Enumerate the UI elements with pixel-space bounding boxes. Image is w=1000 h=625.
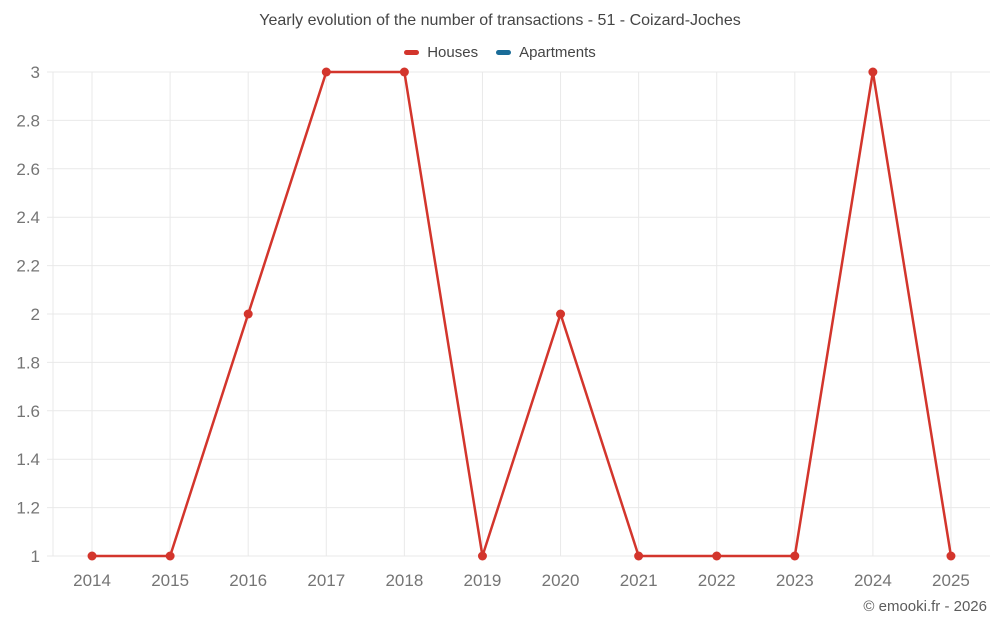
x-axis-tick-label: 2018: [385, 571, 423, 590]
y-axis-tick-label: 3: [31, 63, 40, 82]
y-axis-tick-label: 2.8: [16, 111, 40, 130]
data-point-houses-2021: [634, 551, 644, 561]
x-axis-tick-label: 2021: [620, 571, 658, 590]
x-axis-tick-label: 2020: [542, 571, 580, 590]
x-axis-tick-label: 2016: [229, 571, 267, 590]
data-point-houses-2015: [165, 551, 175, 561]
data-point-houses-2023: [790, 551, 800, 561]
data-point-houses-2024: [868, 67, 878, 77]
data-point-houses-2018: [399, 67, 409, 77]
y-axis-tick-label: 1.6: [16, 402, 40, 421]
y-axis-tick-label: 2.4: [16, 208, 40, 227]
x-axis-tick-label: 2023: [776, 571, 814, 590]
data-point-houses-2014: [87, 551, 97, 561]
legend: Houses Apartments: [0, 44, 1000, 61]
data-point-houses-2022: [712, 551, 722, 561]
legend-item-houses[interactable]: Houses: [404, 44, 478, 61]
y-axis-tick-label: 1.4: [16, 450, 40, 469]
x-axis-tick-label: 2022: [698, 571, 736, 590]
series-line-houses: [92, 70, 953, 558]
watermark: © emooki.fr - 2026: [863, 598, 987, 615]
x-axis-tick-label: 2024: [854, 571, 892, 590]
y-axis-tick-label: 2: [31, 305, 40, 324]
legend-item-apartments[interactable]: Apartments: [496, 44, 596, 61]
houses-series-swatch-icon: [404, 50, 420, 55]
apartments-series-swatch-icon: [496, 50, 512, 55]
data-point-houses-2019: [477, 551, 487, 561]
legend-label-apartments: Apartments: [519, 44, 596, 61]
chart-title: Yearly evolution of the number of transa…: [259, 12, 741, 29]
y-axis-tick-label: 2.2: [16, 257, 40, 276]
x-axis-tick-label: 2014: [73, 571, 111, 590]
x-axis-tick-label: 2019: [464, 571, 502, 590]
data-point-houses-2017: [321, 67, 331, 77]
y-axis-tick-label: 2.6: [16, 160, 40, 179]
data-point-houses-2016: [243, 309, 253, 319]
y-axis-tick-label: 1.8: [16, 353, 40, 372]
legend-label-houses: Houses: [427, 44, 479, 61]
data-point-houses-2020: [556, 309, 566, 319]
x-axis-tick-label: 2025: [932, 571, 970, 590]
x-axis-tick-label: 2015: [151, 571, 189, 590]
data-point-houses-2025: [946, 551, 956, 561]
y-axis-tick-label: 1.2: [16, 499, 40, 518]
y-axis-tick-label: 1: [31, 547, 40, 566]
x-axis-tick-label: 2017: [307, 571, 345, 590]
